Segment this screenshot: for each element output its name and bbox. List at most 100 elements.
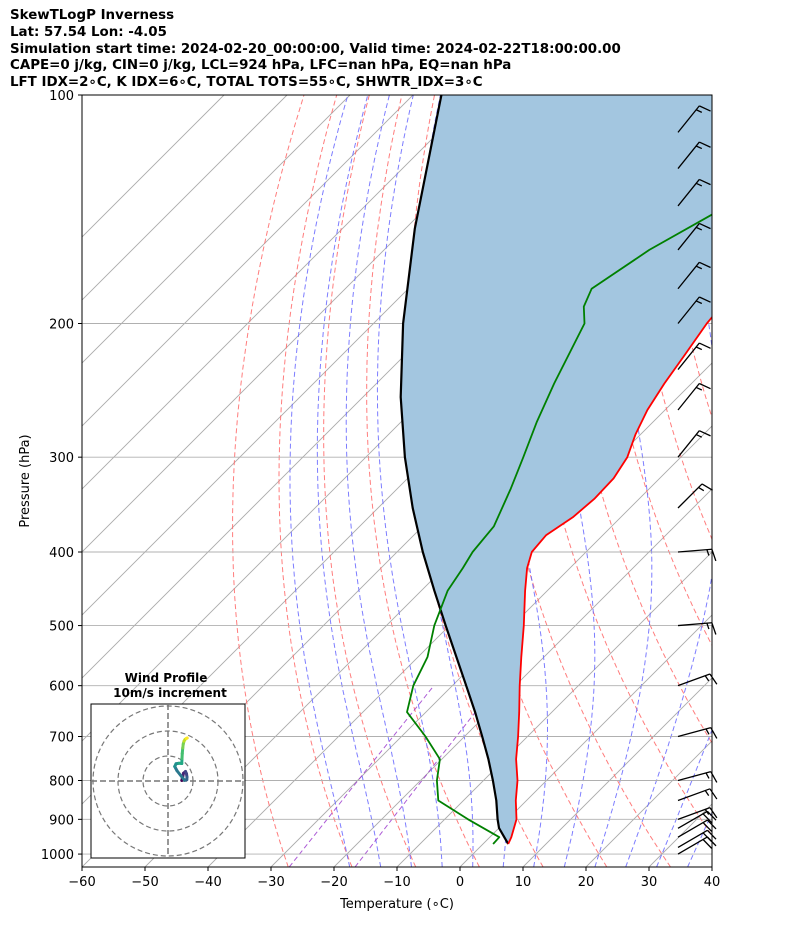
wind-barb-shaft (677, 836, 708, 855)
wind-barb-half-feather (695, 182, 703, 187)
title-indices: LFT IDX=2∘C, K IDX=6∘C, TOTAL TOTS=55∘C,… (10, 75, 483, 91)
hodograph-title: Wind Profile (125, 671, 208, 685)
chart-title-block: SkewTLogP Inverness Lat: 57.54 Lon: -4.0… (10, 8, 621, 92)
title-location: Lat: 57.54 Lon: -4.05 (10, 24, 167, 40)
wind-barb-half-feather (705, 772, 710, 779)
wind-barb-half-feather (706, 622, 710, 630)
x-tick-label: 0 (456, 875, 464, 890)
dry-adiabat (662, 95, 712, 420)
wind-barb-shaft (677, 483, 703, 509)
wind-barb-shaft (677, 261, 700, 290)
hodograph-trace-segment (175, 769, 186, 782)
y-axis-ticks: 1000 900 800 700 600 500 400 300 200 100 (41, 89, 82, 863)
x-tick-label: −20 (320, 875, 347, 890)
dewpoint-line (406, 213, 712, 845)
wind-barb-half-feather (695, 145, 703, 150)
wind-barb-feather (702, 813, 713, 824)
wind-barb-half-feather (695, 226, 703, 231)
wind-barb-shaft (677, 807, 711, 820)
hodograph-subtitle: 10m/s increment (113, 686, 227, 700)
wind-barb-feather (701, 483, 713, 491)
wind-barb-feather (699, 222, 711, 230)
dry-adiabat (323, 95, 417, 867)
wind-barb-feather (699, 342, 711, 349)
y-tick-label: 300 (49, 451, 74, 466)
wind-barb-shaft (677, 810, 708, 829)
hodograph-trace-segment (184, 736, 189, 740)
wind-barb-feather (699, 430, 711, 437)
wind-barb-feather (699, 178, 711, 186)
x-tick-label: 20 (578, 875, 595, 890)
wind-barb-shaft (677, 819, 708, 838)
dry-adiabat (278, 95, 353, 867)
wind-barb-feather (699, 141, 711, 148)
wind-barb-half-feather (698, 486, 705, 492)
x-axis-ticks: −60 −50 −40 −30 −20 −10 0 10 20 30 40 (68, 867, 720, 890)
mixing-ratio-line (354, 685, 497, 867)
moist-adiabat (625, 95, 712, 867)
wind-barb-half-feather (704, 809, 710, 815)
y-tick-label: 200 (49, 318, 74, 333)
wind-barb-feather (699, 296, 711, 303)
x-tick-label: 30 (641, 875, 658, 890)
wind-barb-feather (709, 788, 718, 800)
wind-barb-half-feather (695, 265, 703, 270)
wind-barb-feather (709, 673, 718, 685)
y-tick-label: 100 (49, 89, 74, 104)
x-tick-label: 10 (515, 875, 532, 890)
wind-barb-feather (711, 622, 717, 635)
wind-barb-half-feather (695, 433, 703, 438)
isotherm-line (459, 614, 712, 867)
y-tick-label: 700 (49, 730, 74, 745)
wind-barb-feather (702, 832, 713, 843)
wind-barb-shaft (677, 771, 712, 782)
dry-adiabat (761, 95, 794, 867)
moist-adiabat (316, 95, 382, 867)
isotherm-line (270, 425, 712, 867)
x-tick-label: −30 (257, 875, 284, 890)
y-tick-label: 800 (49, 775, 74, 790)
x-tick-label: −10 (383, 875, 410, 890)
isotherm-line (82, 95, 477, 490)
moist-adiabat (289, 95, 351, 867)
isotherm-line (82, 95, 414, 427)
wind-barb-feather (699, 261, 711, 269)
wind-barb-half-feather (695, 300, 703, 305)
wind-barb-feather (702, 839, 713, 849)
dry-adiabat (366, 95, 480, 867)
moist-adiabat (719, 95, 794, 867)
wind-barb-shaft (677, 673, 711, 687)
parcel-profile-line (399, 95, 510, 845)
moist-adiabat (376, 95, 443, 867)
isotherm-line (82, 95, 351, 364)
wind-barb-shaft (677, 548, 712, 553)
wind-barb-half-feather (695, 109, 703, 113)
y-tick-label: 500 (49, 620, 74, 635)
y-tick-label: 900 (49, 813, 74, 828)
y-tick-label: 600 (49, 680, 74, 695)
isotherm-line (82, 95, 288, 301)
isotherm-line (333, 488, 712, 867)
wind-barb-feather (699, 105, 711, 112)
wind-barb-feather (711, 549, 717, 562)
wind-barb-shaft (677, 223, 700, 251)
wind-barb-shaft (677, 179, 700, 207)
wind-barb-shaft (677, 296, 700, 324)
x-tick-label: −40 (194, 875, 221, 890)
title-station: SkewTLogP Inverness (10, 8, 175, 23)
isotherm-line (775, 95, 794, 867)
x-tick-label: 40 (704, 875, 721, 890)
wind-barb-half-feather (704, 790, 710, 797)
wind-barbs (677, 105, 718, 855)
wind-barb-shaft (677, 829, 708, 848)
wind-barb-shaft (677, 622, 712, 627)
isotherm-line (711, 866, 712, 867)
wind-barb-shaft (677, 342, 700, 370)
wind-barb-feather (702, 822, 713, 832)
hodograph-inset: Wind Profile 10m/s increment (90, 671, 246, 859)
title-cape-info: CAPE=0 j/kg, CIN=0 j/kg, LCL=924 hPa, LF… (10, 58, 512, 74)
wind-barb-half-feather (706, 549, 710, 556)
cape-shaded-area (400, 95, 712, 844)
y-axis-label: Pressure (hPa) (18, 434, 33, 527)
